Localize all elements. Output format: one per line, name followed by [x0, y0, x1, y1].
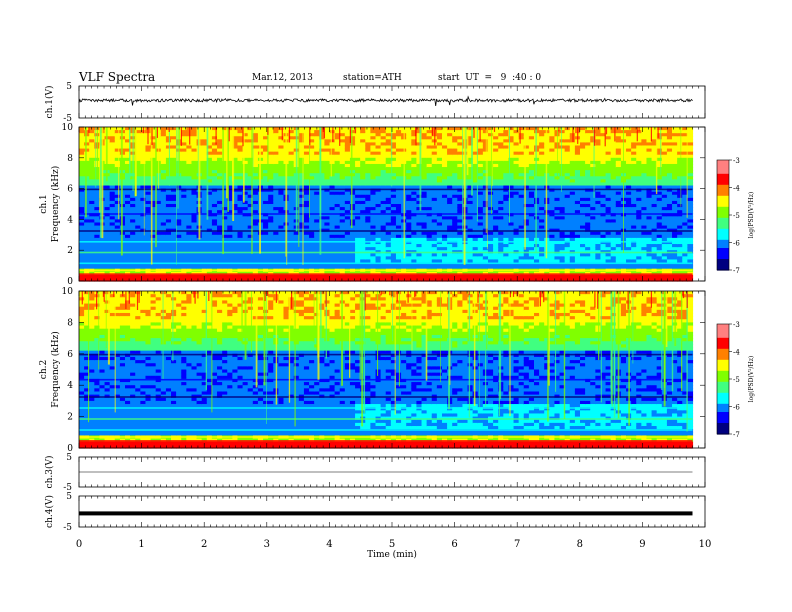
y-tick-label: 4	[67, 381, 73, 391]
ch2-spectrogram-image	[79, 291, 694, 449]
colorbar-tick-label: -3	[733, 157, 740, 165]
station-label: station=ATH	[343, 73, 402, 83]
y-tick-label: 10	[62, 123, 74, 133]
x-tick-label: 1	[138, 539, 144, 550]
colorbar-tick-label: -4	[733, 185, 740, 193]
ch1-freq-axis-label: Frequency (kHz)	[50, 166, 61, 243]
ch4-trace	[79, 511, 693, 516]
ch1-spectrogram-image	[79, 127, 694, 282]
x-tick-label: 7	[514, 539, 520, 550]
x-tick-label: 6	[451, 539, 457, 550]
x-axis-label: Time (min)	[367, 549, 417, 560]
x-tick-label: 0	[76, 539, 82, 550]
colorbar-label: log(PSD(V²/Hz)	[748, 356, 755, 403]
y-tick-label: 0	[67, 444, 73, 454]
y-tick-label: -5	[63, 114, 72, 124]
x-tick-label: 5	[389, 539, 395, 550]
y-tick-label: 2	[67, 246, 73, 256]
figure-title: VLF Spectra	[79, 70, 156, 84]
ch2-spec-axis-label: ch.2	[39, 360, 49, 379]
y-tick-label: 8	[67, 318, 73, 328]
x-tick-label: 3	[264, 539, 270, 550]
y-tick-label: 0	[67, 277, 73, 287]
y-tick-label: 2	[67, 413, 73, 423]
colorbar-tick-label: -7	[733, 431, 740, 439]
colorbar-tick-label: -7	[733, 267, 740, 275]
y-tick-label: 8	[67, 154, 73, 164]
y-tick-label: 5	[66, 492, 72, 502]
ch3-axis-label: ch.3(V)	[44, 456, 55, 489]
y-tick-label: -5	[63, 523, 72, 533]
colorbar-tick-label: -6	[733, 240, 740, 248]
y-tick-label: 5	[66, 82, 72, 92]
y-tick-label: 5	[66, 453, 72, 463]
date-label: Mar.12, 2013	[252, 73, 313, 83]
x-tick-label: 10	[699, 539, 712, 550]
colorbar-tick-label: -5	[733, 212, 740, 220]
y-tick-label: -5	[63, 483, 72, 493]
colorbar-tick-label: -6	[733, 404, 740, 412]
ch4-axis-label: ch.4(V)	[44, 495, 55, 528]
ch1-spec-axis-label: ch.1	[39, 194, 49, 213]
colorbar-tick-label: -3	[733, 321, 740, 329]
colorbar-tick-label: -4	[733, 349, 740, 357]
colorbar-label: log(PSD(V²/Hz)	[748, 192, 755, 239]
ch1-axis-label: ch.1(V)	[44, 86, 55, 119]
ch1-trace	[78, 95, 693, 107]
x-tick-label: 9	[639, 539, 645, 550]
y-tick-label: 10	[62, 287, 74, 297]
ch2-freq-axis-label: Frequency (kHz)	[50, 331, 61, 408]
start-time-label: start UT = 9 :40 : 0	[438, 73, 542, 83]
colorbar-tick-label: -5	[733, 376, 740, 384]
y-tick-label: 6	[67, 185, 73, 195]
y-tick-label: 4	[67, 215, 73, 225]
y-tick-label: 6	[67, 350, 73, 360]
x-tick-label: 8	[577, 539, 583, 550]
x-tick-label: 2	[201, 539, 207, 550]
x-tick-label: 4	[326, 539, 332, 550]
